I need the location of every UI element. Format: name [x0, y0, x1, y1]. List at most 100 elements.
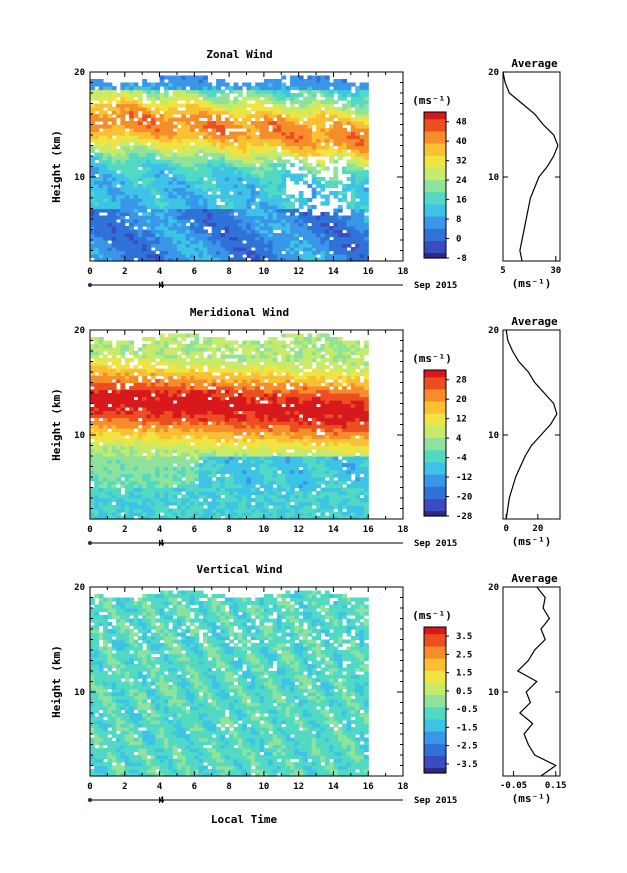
- heatmap-cell: [146, 487, 152, 492]
- heatmap-cell: [363, 114, 369, 119]
- heatmap-cell: [194, 410, 200, 415]
- colorbar-segment: [424, 194, 446, 198]
- heatmap-cell: [346, 205, 352, 210]
- heatmap-cell: [203, 445, 208, 450]
- heatmap-cell: [107, 166, 113, 171]
- heatmap-cell: [185, 93, 191, 98]
- heatmap-cell: [342, 247, 347, 252]
- heatmap-cell: [250, 173, 256, 178]
- heatmap-cell: [255, 93, 261, 98]
- heatmap-cell: [307, 243, 313, 248]
- heatmap-cell: [311, 107, 317, 112]
- heatmap-cell: [146, 431, 152, 436]
- heatmap-cell: [155, 93, 161, 98]
- heatmap-cell: [268, 100, 274, 105]
- heatmap-cell: [259, 82, 265, 87]
- heatmap-cell: [137, 208, 143, 213]
- heatmap-cell: [185, 442, 191, 447]
- heatmap-cell: [233, 236, 239, 241]
- heatmap-cell: [242, 117, 248, 122]
- heatmap-cell: [220, 222, 226, 227]
- heatmap-cell: [116, 445, 121, 450]
- heatmap-cell: [246, 361, 252, 366]
- heatmap-cell: [107, 456, 113, 461]
- heatmap-cell: [150, 117, 156, 122]
- heatmap-cell: [155, 424, 161, 429]
- heatmap-cell: [290, 212, 295, 217]
- heatmap-cell: [237, 191, 243, 196]
- heatmap-cell: [350, 138, 356, 143]
- heatmap-cell: [316, 191, 321, 196]
- heatmap-cell: [233, 473, 239, 478]
- heatmap-cell: [316, 128, 321, 133]
- heatmap-cell: [159, 414, 165, 419]
- heatmap-cell: [163, 135, 169, 140]
- heatmap-cell: [342, 198, 347, 203]
- heatmap-cell: [155, 219, 161, 224]
- heatmap-cell: [94, 508, 100, 513]
- heatmap-cell: [272, 180, 278, 185]
- heatmap-cell: [263, 145, 269, 150]
- heatmap-cell: [307, 240, 313, 245]
- heatmap-cell: [346, 110, 352, 115]
- heatmap-cell: [181, 177, 187, 182]
- heatmap-cell: [146, 257, 152, 262]
- heatmap-cell: [198, 121, 204, 126]
- heatmap-cell: [211, 480, 217, 485]
- heatmap-cell: [359, 107, 365, 112]
- heatmap-cell: [90, 135, 95, 140]
- heatmap-cell: [242, 480, 248, 485]
- heatmap-cell: [181, 173, 187, 178]
- heatmap-cell: [303, 243, 308, 248]
- heatmap-cell: [124, 198, 130, 203]
- heatmap-cell: [203, 428, 208, 433]
- heatmap-cell: [242, 358, 248, 363]
- heatmap-cell: [103, 124, 108, 129]
- heatmap-cell: [159, 491, 165, 496]
- heatmap-cell: [307, 128, 313, 133]
- heatmap-cell: [120, 233, 126, 238]
- heatmap-cell: [120, 379, 126, 384]
- heatmap-cell: [290, 205, 295, 210]
- heatmap-cell: [142, 459, 148, 464]
- heatmap-cell: [294, 198, 300, 203]
- heatmap-cell: [90, 449, 95, 454]
- heatmap-cell: [116, 396, 121, 401]
- heatmap-cell: [150, 470, 156, 475]
- heatmap-cell: [198, 403, 204, 408]
- heatmap-cell: [168, 229, 174, 234]
- heatmap-cell: [168, 421, 174, 426]
- heatmap-cell: [190, 508, 195, 513]
- heatmap-cell: [337, 257, 343, 262]
- heatmap-cell: [111, 159, 117, 164]
- heatmap-cell: [172, 459, 178, 464]
- heatmap-cell: [333, 124, 339, 129]
- heatmap-cell: [316, 250, 321, 255]
- heatmap-cell: [159, 135, 165, 140]
- heatmap-cell: [172, 215, 178, 220]
- heatmap-cell: [281, 208, 287, 213]
- heatmap-cell: [137, 156, 143, 161]
- heatmap-cell: [146, 82, 152, 87]
- heatmap-cell: [220, 386, 226, 391]
- heatmap-cell: [220, 421, 226, 426]
- heatmap-cell: [142, 477, 148, 482]
- heatmap-cell: [137, 473, 143, 478]
- heatmap-cell: [237, 498, 243, 503]
- heatmap-cell: [107, 212, 113, 217]
- heatmap-cell: [124, 219, 130, 224]
- heatmap-cell: [350, 205, 356, 210]
- heatmap-cell: [281, 75, 287, 80]
- heatmap-cell: [150, 347, 156, 352]
- heatmap-cell: [311, 93, 317, 98]
- heatmap-cell: [233, 121, 239, 126]
- heatmap-cell: [298, 243, 304, 248]
- heatmap-cell: [203, 152, 208, 157]
- heatmap-cell: [190, 435, 195, 440]
- heatmap-cell: [185, 512, 191, 517]
- heatmap-cell: [220, 212, 226, 217]
- heatmap-cell: [242, 233, 248, 238]
- heatmap-cell: [159, 226, 165, 231]
- colorbar-segment: [424, 241, 446, 244]
- heatmap-cell: [220, 254, 226, 259]
